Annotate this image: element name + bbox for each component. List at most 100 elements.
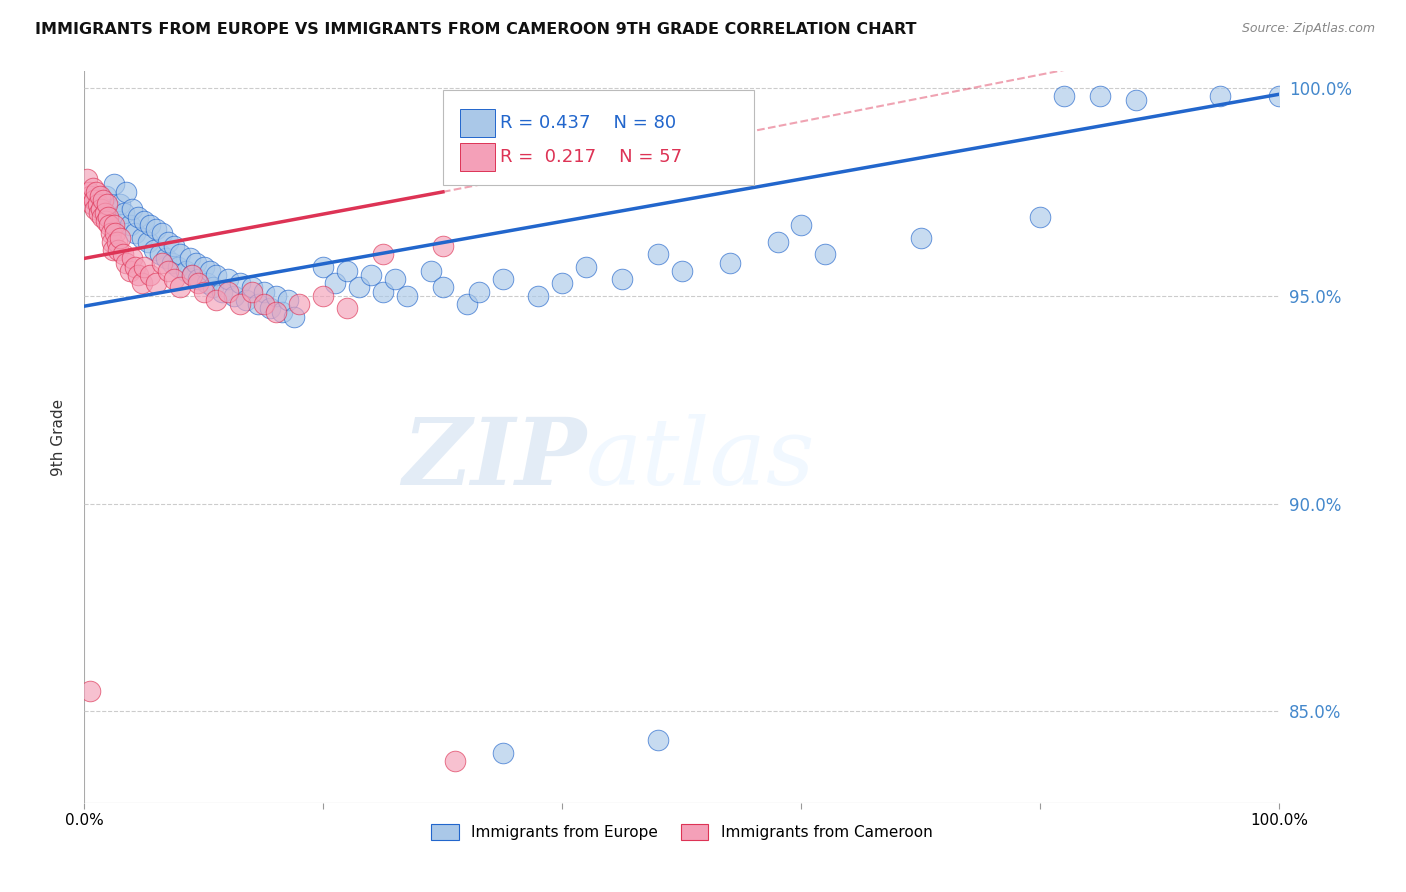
Point (110, 230, 132, 244)
Point (157, 235, 180, 249)
Point (264, 289, 287, 303)
Point (101, 235, 124, 249)
Point (432, 239, 454, 253)
Point (76, 172, 98, 186)
Point (87, 205, 110, 219)
FancyBboxPatch shape (460, 110, 495, 137)
Point (145, 222, 167, 236)
Point (107, 243, 129, 257)
Point (90, 202, 112, 216)
Point (671, 264, 693, 278)
Point (84, 202, 107, 216)
Point (181, 268, 204, 282)
Point (373, 285, 395, 299)
Point (160, 255, 183, 269)
Point (86, 185, 108, 199)
Point (174, 264, 197, 278)
Point (235, 293, 257, 307)
Point (229, 277, 252, 291)
Point (814, 247, 837, 261)
Point (240, 285, 263, 299)
Point (336, 264, 359, 278)
Point (110, 197, 132, 211)
Point (121, 202, 143, 216)
Point (101, 243, 124, 257)
Point (193, 285, 215, 299)
Point (139, 268, 162, 282)
Point (150, 255, 173, 269)
Y-axis label: 9th Grade: 9th Grade (51, 399, 66, 475)
Point (718, 255, 741, 269)
Point (184, 255, 207, 269)
Point (910, 230, 932, 244)
Point (100, 202, 122, 216)
Point (169, 247, 191, 261)
Point (198, 264, 221, 278)
Point (1209, 89, 1232, 103)
Point (115, 185, 138, 199)
Point (124, 260, 146, 274)
Point (647, 733, 669, 747)
Point (1053, 89, 1076, 103)
Point (82, 180, 104, 194)
Point (277, 293, 299, 307)
Point (127, 210, 149, 224)
Point (492, 272, 515, 286)
Point (312, 260, 335, 274)
Point (107, 214, 129, 228)
Point (131, 277, 153, 291)
Text: Source: ZipAtlas.com: Source: ZipAtlas.com (1241, 22, 1375, 36)
Point (89, 189, 111, 203)
Point (468, 285, 491, 299)
Text: atlas: atlas (586, 414, 815, 504)
Point (112, 205, 135, 219)
Point (432, 280, 454, 294)
Point (93, 205, 115, 219)
FancyBboxPatch shape (460, 143, 495, 171)
Point (157, 264, 180, 278)
Point (166, 260, 188, 274)
Point (136, 235, 159, 249)
Point (551, 277, 574, 291)
Point (575, 260, 598, 274)
Point (105, 235, 128, 249)
Point (283, 310, 305, 324)
Point (253, 297, 276, 311)
Text: IMMIGRANTS FROM EUROPE VS IMMIGRANTS FROM CAMEROON 9TH GRADE CORRELATION CHART: IMMIGRANTS FROM EUROPE VS IMMIGRANTS FRO… (35, 22, 917, 37)
Point (93, 193, 115, 207)
Point (145, 277, 167, 291)
Text: ZIP: ZIP (402, 414, 586, 504)
Point (1268, 89, 1291, 103)
Point (142, 243, 165, 257)
Point (325, 277, 347, 291)
Point (1090, 89, 1112, 103)
Point (163, 239, 186, 253)
Point (103, 218, 125, 232)
Point (246, 297, 269, 311)
Point (360, 268, 382, 282)
Point (97, 210, 120, 224)
Point (187, 272, 209, 286)
Point (118, 218, 141, 232)
Point (211, 285, 233, 299)
Point (766, 235, 789, 249)
Point (253, 285, 276, 299)
Point (127, 268, 149, 282)
Point (647, 247, 669, 261)
Point (229, 297, 252, 311)
Point (80, 197, 103, 211)
Point (527, 289, 550, 303)
Point (264, 305, 287, 319)
Point (336, 301, 359, 316)
Point (149, 247, 172, 261)
Point (104, 227, 127, 241)
Point (205, 268, 228, 282)
Point (155, 252, 177, 266)
Point (91, 210, 114, 224)
Point (79, 189, 101, 203)
Point (259, 301, 281, 316)
Point (179, 252, 201, 266)
Point (83, 193, 105, 207)
Point (240, 280, 263, 294)
Point (169, 280, 191, 294)
